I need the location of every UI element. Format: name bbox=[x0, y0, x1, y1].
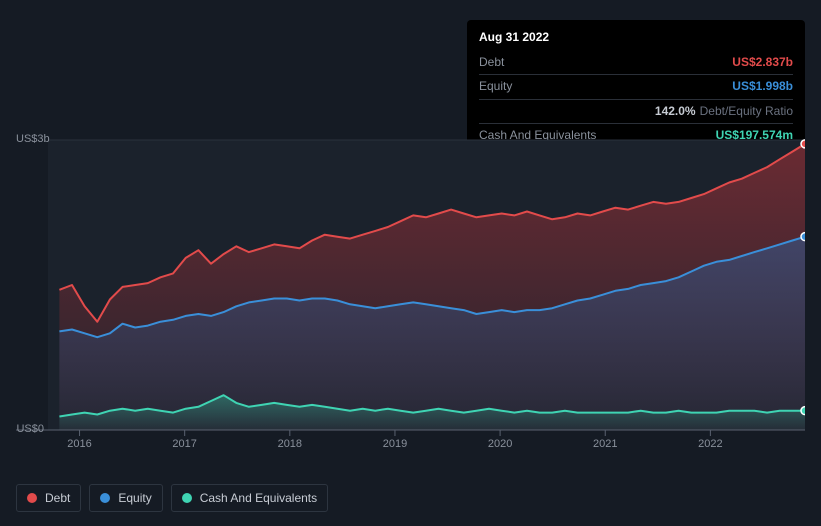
legend-label: Debt bbox=[45, 491, 70, 505]
tooltip-row-extra: Debt/Equity Ratio bbox=[700, 104, 793, 118]
tooltip-row-value: US$1.998b bbox=[732, 77, 793, 96]
tooltip-row-label: Equity bbox=[479, 77, 512, 96]
yaxis-label: US$3b bbox=[16, 133, 44, 145]
legend-label: Equity bbox=[118, 491, 151, 505]
xaxis-label: 2018 bbox=[278, 438, 302, 450]
tooltip-row: Debt US$2.837b bbox=[479, 51, 793, 74]
series-end-marker bbox=[801, 140, 805, 148]
xaxis-label: 2021 bbox=[593, 438, 617, 450]
legend-item[interactable]: Debt bbox=[16, 484, 81, 512]
tooltip-date: Aug 31 2022 bbox=[479, 28, 793, 51]
yaxis-label: US$0 bbox=[16, 423, 44, 435]
xaxis-label: 2020 bbox=[488, 438, 512, 450]
chart-svg bbox=[16, 118, 805, 448]
debt-equity-chart: 2016 2017 2018 2019 2020 2021 2022 US$3b US$0 bbox=[16, 118, 805, 448]
series-end-marker bbox=[801, 407, 805, 415]
chart-legend: Debt Equity Cash And Equivalents bbox=[16, 484, 328, 512]
xaxis-label: 2019 bbox=[383, 438, 407, 450]
series-end-marker bbox=[801, 233, 805, 241]
xaxis-label: 2017 bbox=[172, 438, 196, 450]
legend-label: Cash And Equivalents bbox=[200, 491, 317, 505]
legend-dot bbox=[27, 493, 37, 503]
legend-dot bbox=[182, 493, 192, 503]
legend-dot bbox=[100, 493, 110, 503]
legend-item[interactable]: Cash And Equivalents bbox=[171, 484, 328, 512]
xaxis-label: 2016 bbox=[67, 438, 91, 450]
tooltip-row-value: US$2.837b bbox=[732, 53, 793, 72]
legend-item[interactable]: Equity bbox=[89, 484, 162, 512]
xaxis-label: 2022 bbox=[698, 438, 722, 450]
tooltip-row: Equity US$1.998b bbox=[479, 74, 793, 98]
tooltip-row-label: Debt bbox=[479, 53, 504, 72]
